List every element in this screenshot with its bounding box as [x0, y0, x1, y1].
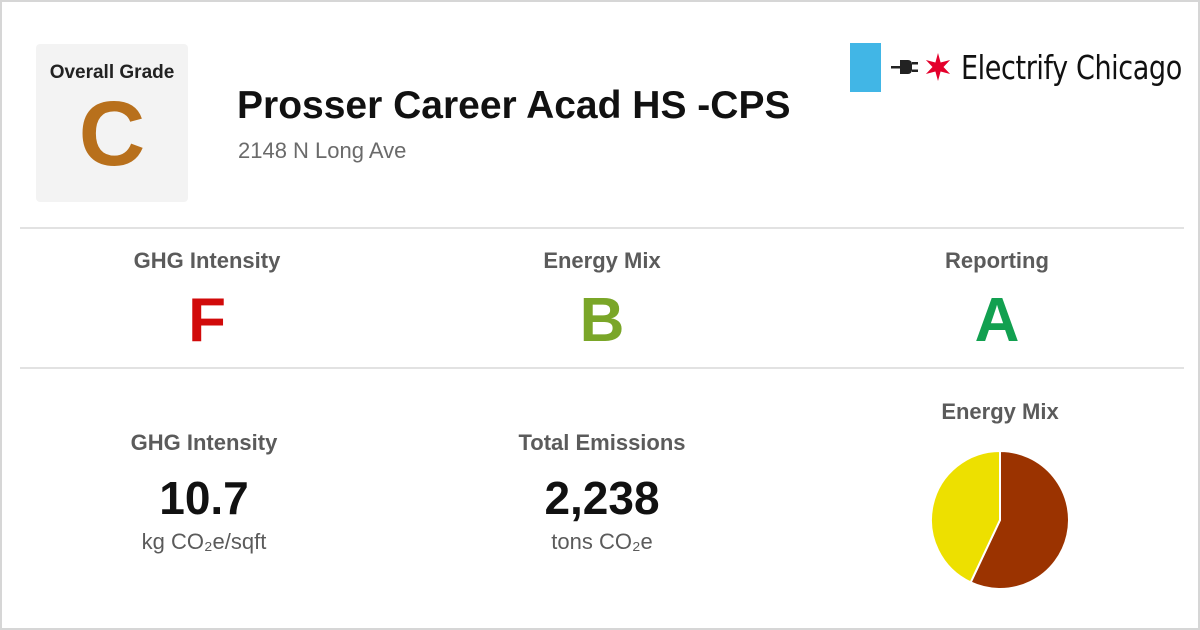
overall-grade-box: Overall Grade C	[36, 44, 188, 202]
energy-mix-pie	[930, 449, 1070, 590]
overall-grade-label: Overall Grade	[49, 62, 175, 83]
subgrade-ghg-intensity: GHG Intensity F	[17, 248, 397, 356]
brand-name: Electrify Chicago	[961, 47, 1182, 87]
pie-slice	[969, 449, 1070, 590]
total-emissions-metric: Total Emissions 2,238 tons CO₂e	[412, 430, 792, 555]
divider	[20, 227, 1184, 229]
metric-value: 10.7	[159, 472, 249, 524]
electrify-chicago-logo[interactable]: Electrify Chicago	[850, 42, 1200, 92]
metric-label: GHG Intensity	[130, 430, 278, 455]
subgrade-label: Energy Mix	[543, 248, 661, 273]
divider	[20, 367, 1184, 369]
metric-unit: tons CO₂e	[551, 529, 653, 554]
subgrade-letter: A	[974, 286, 1020, 355]
plug-icon	[891, 60, 918, 74]
pie-slice	[930, 449, 1001, 584]
subgrade-energy-mix: Energy Mix B	[412, 248, 792, 356]
subgrade-reporting: Reporting A	[807, 248, 1187, 356]
ghg-intensity-metric: GHG Intensity 10.7 kg CO₂e/sqft	[14, 430, 394, 555]
energy-mix-label: Energy Mix	[941, 399, 1059, 424]
energy-mix-chart: Energy Mix	[840, 399, 1160, 591]
subgrade-label: Reporting	[945, 248, 1049, 273]
overall-grade-letter: C	[78, 83, 146, 185]
subgrade-label: GHG Intensity	[133, 248, 281, 273]
building-address: 2148 N Long Ave	[238, 138, 407, 163]
building-name: Prosser Career Acad HS -CPS	[237, 84, 791, 127]
star-icon	[925, 53, 951, 81]
metric-unit: kg CO₂e/sqft	[141, 529, 267, 554]
subgrade-letter: B	[579, 286, 625, 355]
metric-label: Total Emissions	[518, 430, 686, 455]
chicago-flag-icon	[850, 42, 881, 92]
metric-value: 2,238	[544, 472, 660, 524]
subgrade-letter: F	[188, 286, 226, 355]
